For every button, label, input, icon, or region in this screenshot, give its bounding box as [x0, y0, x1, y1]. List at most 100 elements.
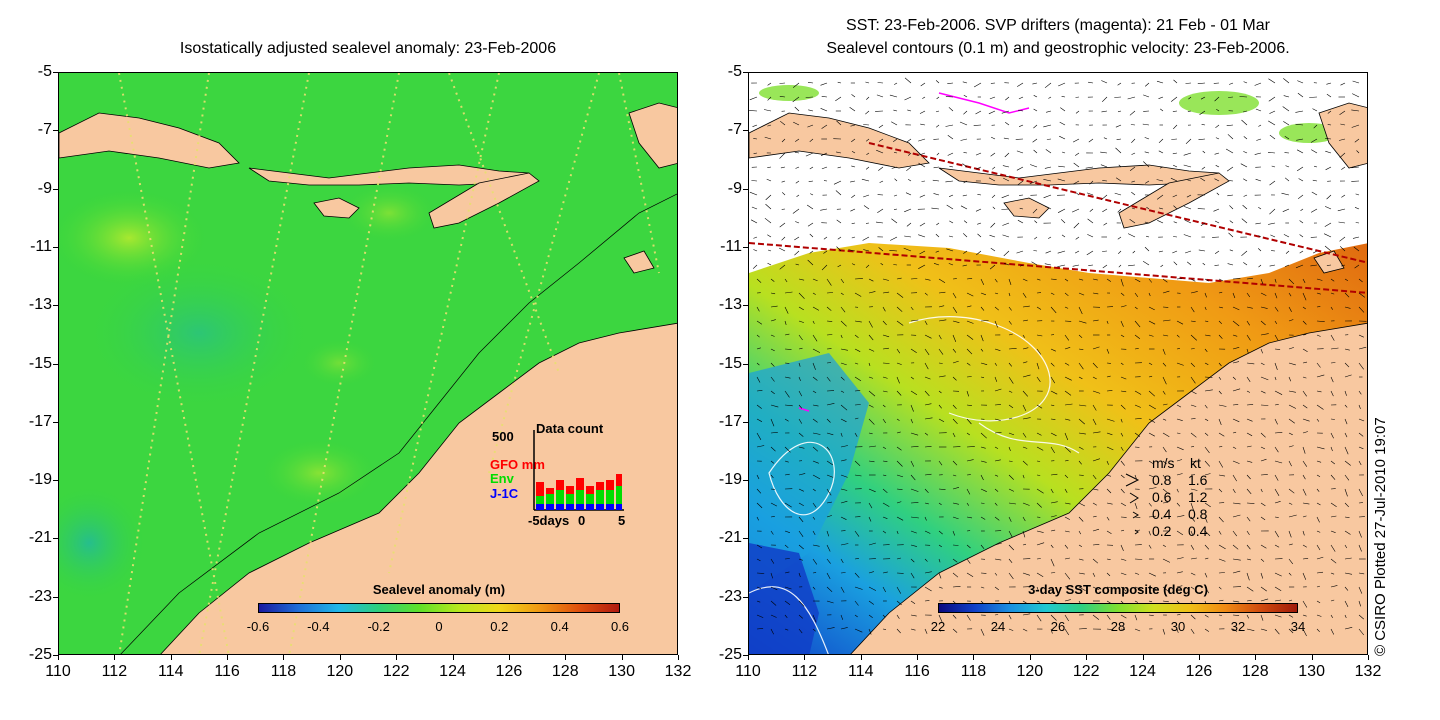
velocity-arrow [1330, 278, 1335, 282]
velocity-arrow [1072, 180, 1080, 185]
velocity-arrow [1134, 516, 1141, 518]
velocity-arrow [854, 586, 863, 590]
velocity-arrow [1338, 221, 1346, 224]
velocity-arrow [1129, 218, 1136, 224]
velocity-arrow [809, 166, 814, 170]
velocity-arrow [868, 600, 874, 605]
velocity-arrow [1036, 278, 1041, 281]
velocity-arrow [798, 306, 804, 311]
velocity-arrow [1260, 516, 1266, 521]
velocity-arrow [862, 236, 870, 241]
velocity-arrow [1297, 194, 1304, 200]
velocity-arrow [840, 445, 848, 448]
velocity-arrow [798, 473, 806, 476]
velocity-arrow [1232, 404, 1239, 406]
velocity-arrow [1283, 121, 1290, 126]
right-colorbar-label: 3-day SST composite (deg C) [1028, 582, 1208, 597]
velocity-arrow [1316, 474, 1321, 477]
velocity-arrow [1092, 502, 1097, 506]
velocity-arrow [1246, 445, 1252, 448]
velocity-arrow [1190, 544, 1195, 550]
velocity-arrow [1232, 418, 1240, 423]
velocity-arrow [1295, 264, 1304, 269]
velocity-arrow [1227, 134, 1234, 140]
velocity-arrow [1274, 390, 1283, 395]
velocity-arrow [1176, 488, 1179, 493]
velocity-arrow [826, 418, 831, 423]
legend-arrow-02 [1134, 529, 1139, 535]
right-lat-tickmark [743, 188, 748, 190]
velocity-arrow [837, 264, 842, 268]
velocity-arrow [1232, 488, 1236, 493]
velocity-arrow [1134, 614, 1138, 621]
velocity-arrow [966, 446, 975, 448]
velocity-arrow [1190, 530, 1193, 536]
velocity-arrow [891, 218, 898, 224]
velocity-arrow [919, 194, 926, 198]
velocity-arrow [1120, 292, 1125, 296]
velocity-arrow [962, 264, 968, 267]
sealevel-anomaly-map [58, 72, 678, 655]
velocity-arrow [1022, 404, 1027, 412]
velocity-arrow [840, 334, 843, 339]
velocity-arrow [882, 628, 887, 630]
velocity-arrow [919, 250, 926, 255]
velocity-arrow [1274, 586, 1282, 591]
velocity-arrow [1176, 530, 1184, 536]
velocity-arrow [1004, 263, 1010, 266]
velocity-arrow [1050, 362, 1055, 367]
velocity-arrow [1243, 81, 1248, 84]
velocity-arrow [1148, 460, 1154, 464]
velocity-arrow [784, 460, 789, 463]
right-lon-tickmark [1086, 655, 1088, 660]
velocity-arrow [1134, 404, 1141, 408]
velocity-arrow [1158, 150, 1164, 154]
velocity-arrow [854, 572, 860, 578]
velocity-arrow [910, 502, 919, 504]
inset-bars [536, 474, 622, 510]
velocity-arrow [812, 488, 816, 492]
velocity-arrow [770, 432, 778, 434]
velocity-arrow [1274, 460, 1283, 464]
velocity-arrow [1032, 82, 1038, 85]
velocity-arrow [1260, 362, 1265, 366]
velocity-arrow [1106, 502, 1113, 505]
velocity-arrow [910, 600, 916, 605]
velocity-arrow [962, 163, 968, 168]
velocity-arrow [1316, 502, 1321, 506]
velocity-arrow [1106, 558, 1111, 560]
velocity-arrow [1078, 376, 1083, 380]
velocity-arrow [1050, 614, 1057, 621]
right-lat-tickmark [743, 421, 748, 423]
velocity-arrow [1176, 557, 1184, 560]
velocity-arrow [1008, 432, 1015, 436]
velocity-arrow [882, 460, 888, 462]
velocity-arrow [1288, 376, 1292, 382]
velocity-arrow [1283, 95, 1290, 98]
velocity-arrow [1284, 135, 1290, 140]
velocity-arrow [948, 235, 954, 238]
velocity-arrow [1106, 572, 1111, 577]
velocity-arrow [1358, 292, 1366, 298]
right-colorbar [938, 603, 1298, 613]
velocity-arrow [1145, 180, 1150, 184]
velocity-arrow [966, 459, 974, 462]
velocity-arrow [1106, 628, 1114, 630]
velocity-arrow [1214, 152, 1220, 155]
velocity-arrow [1162, 474, 1166, 479]
velocity-arrow [854, 320, 862, 323]
velocity-arrow [924, 320, 928, 325]
right-lat-tick: -19 [718, 471, 742, 489]
velocity-arrow [821, 96, 828, 98]
legend-row-3-kt: 0.8 [1188, 506, 1208, 522]
velocity-arrow [868, 571, 874, 574]
left-lon-tickmark [58, 655, 59, 660]
velocity-arrow [938, 375, 946, 378]
velocity-arrow [1232, 334, 1238, 337]
velocity-arrow [1036, 460, 1041, 462]
velocity-arrow [938, 614, 943, 623]
velocity-arrow [1187, 179, 1192, 182]
velocity-arrow [933, 263, 940, 266]
velocity-arrow [795, 263, 800, 266]
velocity-arrow [1036, 446, 1044, 451]
